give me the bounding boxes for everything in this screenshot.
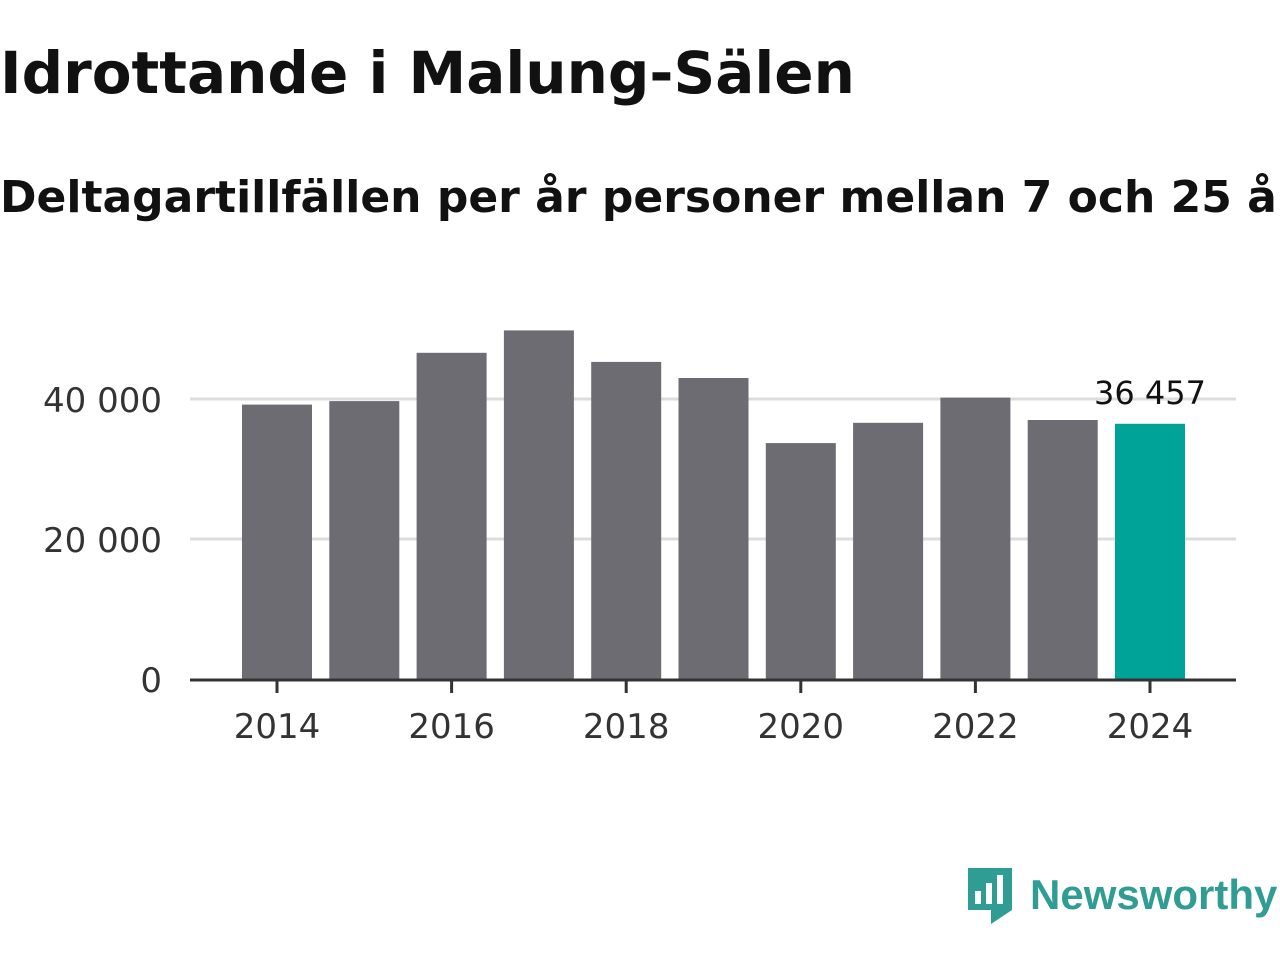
bar <box>1027 420 1098 679</box>
bar <box>940 397 1011 679</box>
x-tick-label: 2022 <box>932 707 1019 747</box>
y-tick-label: 0 <box>140 661 162 701</box>
x-tick-label: 2020 <box>758 707 845 747</box>
bar <box>678 378 749 679</box>
bar <box>242 404 312 679</box>
chart-title: Idrottande i Malung-Sälen <box>0 39 855 107</box>
labels: 0 20 000 40 000 2014 2016 2018 2020 2022 2024 36 … <box>43 374 1206 747</box>
x-tick-label: 2016 <box>408 707 495 747</box>
x-tick-label: 2018 <box>583 707 670 747</box>
bar <box>591 361 662 679</box>
axes <box>190 678 1236 693</box>
bar-highlight <box>1115 423 1185 679</box>
bar <box>329 401 400 679</box>
brand-name: Newsworthy <box>1030 871 1278 918</box>
bar <box>416 352 487 679</box>
x-tick-label: 2024 <box>1107 707 1194 747</box>
newsworthy-logo: Newsworthy <box>964 864 1277 926</box>
chart-subtitle: Deltagartillfällen per år personer mella… <box>0 172 1280 223</box>
y-tick-label: 20 000 <box>43 521 162 561</box>
y-tick-label: 40 000 <box>43 381 162 421</box>
x-tick-label: 2014 <box>234 707 321 747</box>
newsworthy-logo-icon <box>968 868 1012 924</box>
bars <box>242 330 1185 679</box>
bar <box>853 422 924 679</box>
data-label-highlight: 36 457 <box>1094 374 1206 412</box>
bar <box>503 330 574 679</box>
bar <box>765 443 836 679</box>
